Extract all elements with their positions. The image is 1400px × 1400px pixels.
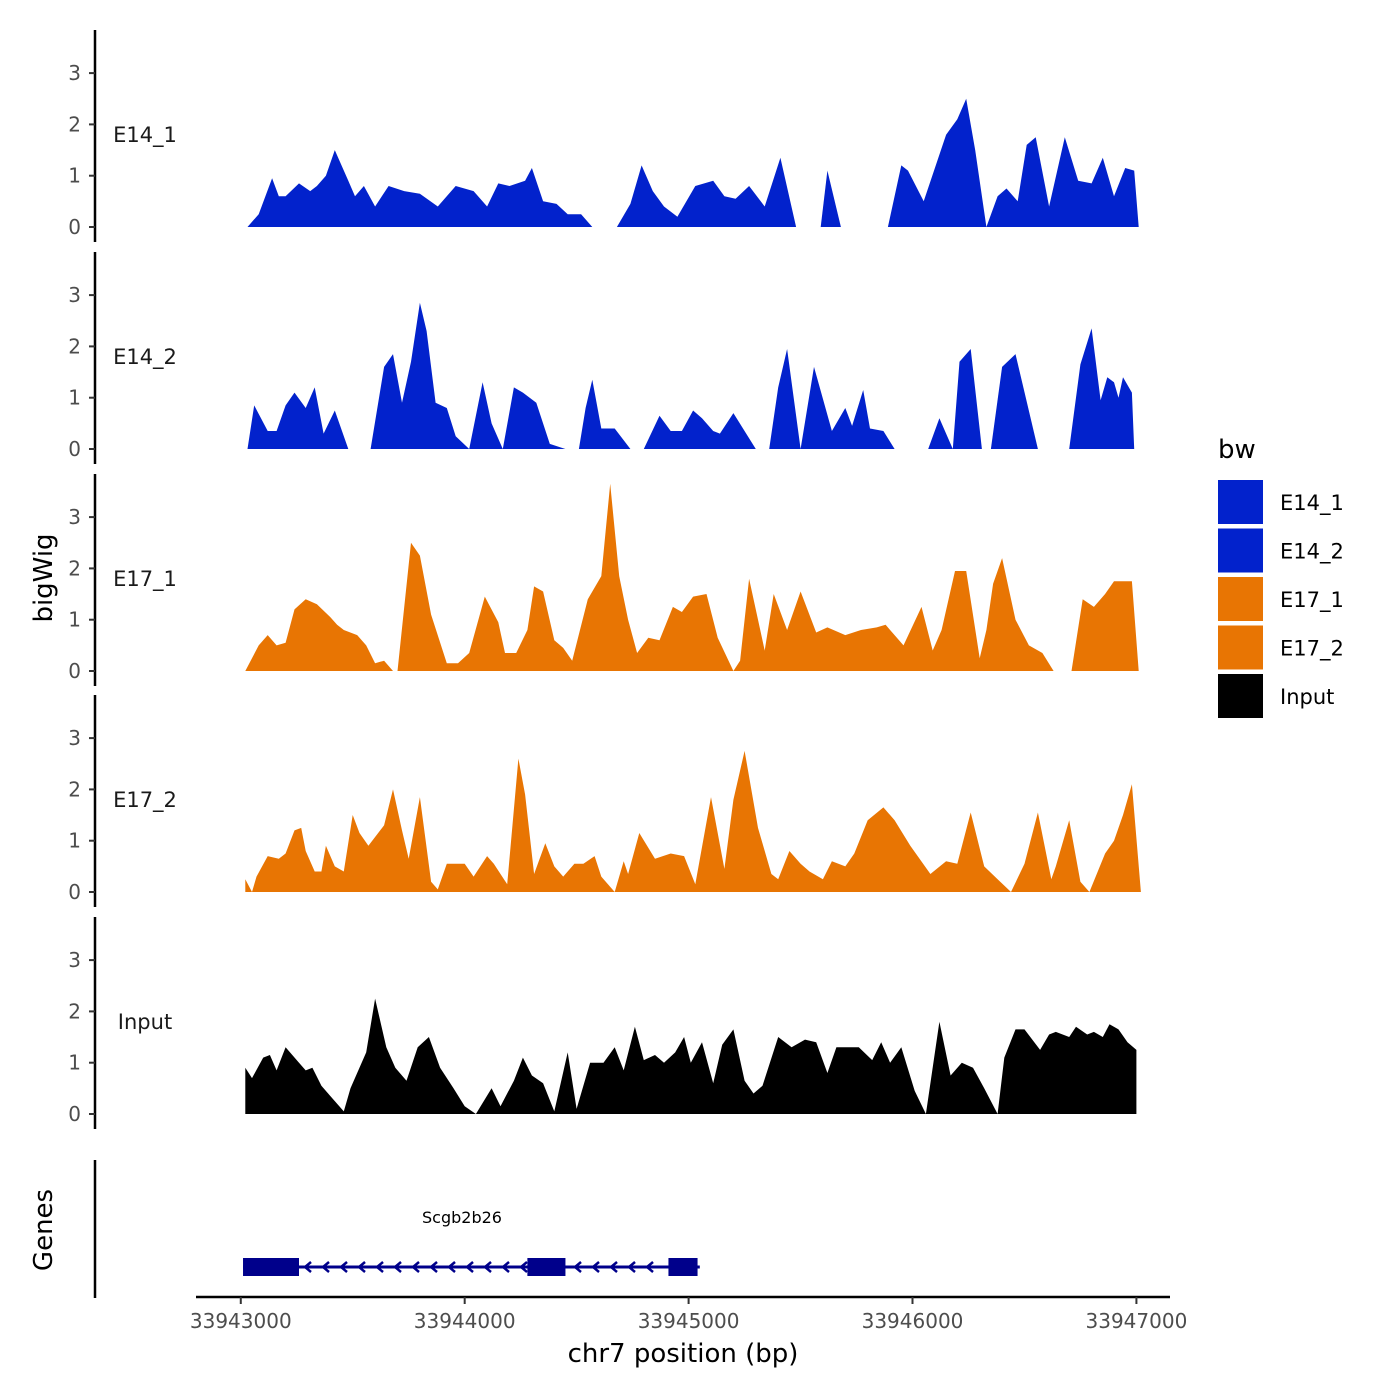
coverage-area: [887, 98, 1139, 227]
track-label: Input: [118, 1010, 172, 1034]
coverage-area: [247, 387, 349, 449]
gene-exon: [527, 1258, 566, 1276]
y-tick-label: 0: [68, 659, 81, 683]
strand-arrow: [393, 1261, 402, 1273]
coverage-area: [578, 379, 631, 449]
strand-arrow: [429, 1261, 438, 1273]
coverage-area: [245, 599, 393, 671]
y-tick-label: 2: [68, 999, 81, 1023]
track-label: E14_1: [113, 123, 177, 148]
strand-arrow: [609, 1261, 618, 1273]
y-tick-label: 2: [68, 777, 81, 801]
strand-arrow: [447, 1261, 456, 1273]
coverage-area: [928, 349, 982, 449]
strand-arrow: [357, 1261, 366, 1273]
y-tick-label: 3: [68, 726, 81, 750]
y-tick-label: 3: [68, 505, 81, 529]
gene-exon: [668, 1258, 698, 1276]
track-e14-2: 0 1 2 3 E14_2: [68, 252, 1135, 464]
coverage-area: [397, 483, 1061, 671]
legend-swatch: [1218, 480, 1263, 524]
coverage-area: [820, 170, 841, 227]
legend-label: E17_2: [1280, 637, 1344, 662]
y-axis-title: bigWig: [29, 533, 59, 622]
gene-name-label: Scgb2b26: [422, 1208, 502, 1227]
y-tick-label: 2: [68, 334, 81, 358]
strand-arrow: [573, 1261, 582, 1273]
track-e14-1: 0 1 2 3 E14_1: [68, 30, 1139, 242]
x-tick-label: 33944000: [414, 1309, 516, 1333]
y-tick-label: 3: [68, 61, 81, 85]
y-tick-label: 2: [68, 112, 81, 136]
x-tick-label: 33947000: [1086, 1309, 1188, 1333]
strand-arrow: [627, 1261, 636, 1273]
legend-label: E17_1: [1280, 588, 1344, 613]
x-tick-label: 33945000: [638, 1309, 740, 1333]
coverage-area: [370, 302, 566, 449]
coverage-area: [616, 157, 797, 227]
track-label: E14_2: [113, 345, 177, 370]
strand-arrow: [321, 1261, 330, 1273]
x-tick-label: 33943000: [190, 1309, 292, 1333]
coverage-area: [247, 150, 593, 227]
x-axis-title: chr7 position (bp): [568, 1339, 799, 1369]
strand-arrow: [465, 1261, 474, 1273]
y-tick-label: 3: [68, 283, 81, 307]
x-tick-label: 33946000: [862, 1309, 964, 1333]
y-tick-label: 1: [68, 829, 81, 853]
strand-arrow: [375, 1261, 384, 1273]
legend-swatch: [1218, 528, 1263, 573]
coverage-area: [769, 349, 895, 449]
gene-track: Scgb2b26: [93, 1160, 700, 1298]
legend-swatch: [1218, 674, 1263, 718]
strand-arrow: [519, 1261, 528, 1273]
legend-title: bw: [1218, 435, 1256, 465]
y-tick-label: 0: [68, 1102, 81, 1126]
y-tick-label: 0: [68, 215, 81, 239]
legend-swatch: [1218, 625, 1263, 670]
coverage-area: [1069, 328, 1135, 449]
y-tick-label: 0: [68, 880, 81, 904]
legend-label: Input: [1280, 685, 1334, 709]
track-label: E17_1: [113, 567, 177, 592]
y-tick-label: 3: [68, 948, 81, 972]
legend-label: E14_1: [1280, 491, 1344, 516]
coverage-area: [1071, 581, 1139, 671]
bigwig-tracks: 0 1 2 3 E14_1 0 1 2 3 E14_2 0 1 2 3 E17_1 0 1 2 3 E17_2 0 1 2 3…: [68, 30, 1141, 1129]
strand-arrow: [645, 1261, 654, 1273]
strand-arrow: [303, 1261, 312, 1273]
gene-exon: [243, 1258, 299, 1276]
strand-arrow: [591, 1261, 600, 1273]
y-tick-label: 1: [68, 164, 81, 188]
y-tick-label: 1: [68, 386, 81, 410]
x-axis: 33943000 33944000 33945000 33946000 33947000: [190, 1295, 1188, 1333]
coverage-area: [245, 750, 1141, 892]
strand-arrow: [501, 1261, 510, 1273]
coverage-area: [245, 998, 1137, 1114]
track-input: 0 1 2 3 Input: [68, 917, 1137, 1129]
strand-arrow: [339, 1261, 348, 1273]
y-tick-label: 1: [68, 608, 81, 632]
coverage-area: [643, 410, 756, 449]
track-label: E17_2: [113, 788, 177, 813]
y-tick-label: 1: [68, 1051, 81, 1075]
coverage-area: [990, 354, 1038, 449]
legend-swatch: [1218, 577, 1263, 621]
track-e17-1: 0 1 2 3 E17_1: [68, 474, 1139, 686]
strand-arrow: [483, 1261, 492, 1273]
legend: bw E14_1 E14_2 E17_1 E17_2 Input: [1218, 435, 1344, 718]
strand-arrow: [411, 1261, 420, 1273]
legend-label: E14_2: [1280, 540, 1344, 565]
y-tick-label: 0: [68, 437, 81, 461]
y-tick-label: 2: [68, 556, 81, 580]
gene-panel-title: Genes: [29, 1189, 59, 1271]
track-e17-2: 0 1 2 3 E17_2: [68, 695, 1141, 907]
